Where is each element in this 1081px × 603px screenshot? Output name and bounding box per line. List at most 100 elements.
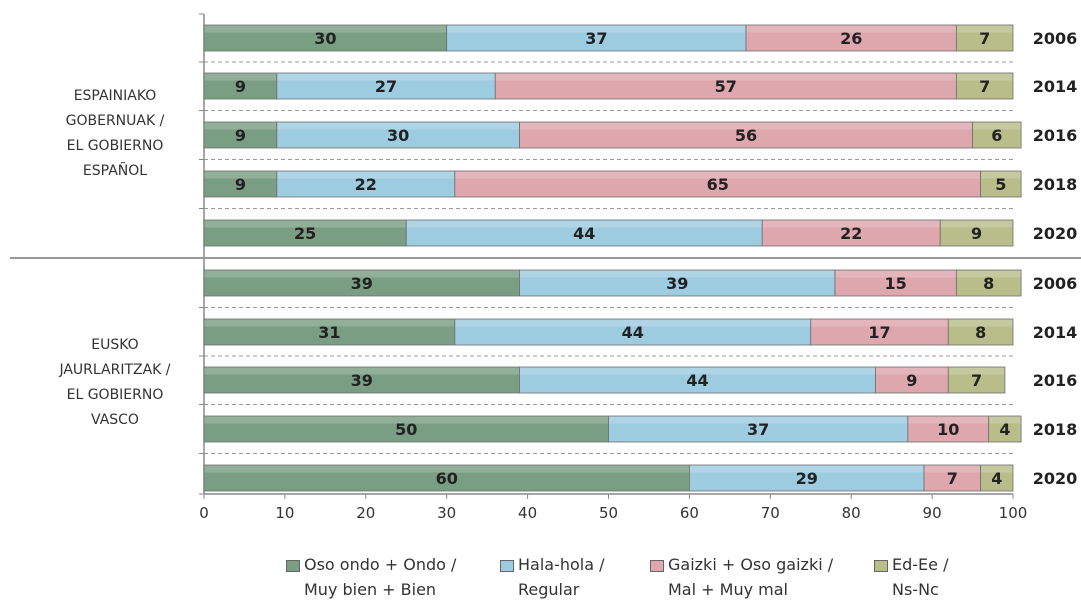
legend-label-line: Gaizki + Oso gaizki / — [668, 555, 834, 574]
bar-segment-highlight — [956, 73, 1013, 81]
bar-segment — [203, 170, 278, 198]
bar-segment-highlight — [277, 73, 495, 81]
bar-segment-highlight — [204, 465, 689, 473]
data-label: 5 — [995, 175, 1006, 194]
year-label: 2016 — [1033, 371, 1078, 390]
data-label: 50 — [395, 420, 417, 439]
bar-segment-highlight — [956, 270, 1021, 278]
bar-segment — [745, 24, 957, 52]
bar-segment — [875, 366, 949, 394]
bar-segment — [276, 170, 456, 198]
bar-segment — [519, 269, 836, 297]
bar-segment — [988, 415, 1022, 443]
bar-segment — [203, 72, 278, 100]
group-label-line: VASCO — [91, 412, 139, 428]
data-label: 26 — [840, 29, 862, 48]
x-tick-label: 90 — [923, 504, 942, 522]
data-label: 4 — [991, 469, 1002, 488]
bar-segment — [955, 24, 1014, 52]
data-label: 7 — [979, 77, 990, 96]
bar-segment-highlight — [204, 73, 277, 81]
data-label: 17 — [868, 323, 890, 342]
bar-segment — [810, 318, 949, 346]
x-tick-label: 30 — [437, 504, 456, 522]
data-label: 39 — [666, 274, 688, 293]
data-label: 31 — [318, 323, 340, 342]
legend-label-line: Hala-hola / — [518, 555, 605, 574]
bar-segment-highlight — [204, 416, 608, 424]
data-label: 4 — [999, 420, 1010, 439]
group-label-line: ESPAÑOL — [82, 163, 148, 179]
bar-segment — [834, 269, 957, 297]
x-tick-label: 70 — [761, 504, 780, 522]
x-tick-label: 20 — [356, 504, 375, 522]
bar-segment-highlight — [277, 122, 520, 130]
bar-segment-highlight — [204, 270, 520, 278]
x-tick-label: 50 — [599, 504, 618, 522]
legend-label-line: Muy bien + Bien — [304, 580, 437, 599]
year-label: 2018 — [1033, 175, 1078, 194]
legend-swatch — [650, 560, 664, 572]
bar-segment-highlight — [204, 171, 277, 179]
data-label: 7 — [947, 469, 958, 488]
year-label: 2020 — [1033, 469, 1078, 488]
x-tick-label: 10 — [275, 504, 294, 522]
year-label: 2006 — [1033, 274, 1078, 293]
data-label: 44 — [622, 323, 644, 342]
x-tick-label: 0 — [199, 504, 209, 522]
data-label: 7 — [971, 371, 982, 390]
bar-segment-highlight — [204, 367, 520, 375]
bar-segment-highlight — [204, 25, 447, 33]
data-label: 30 — [387, 126, 409, 145]
group-label: ESPAINIAKO GOBERNUAK / EL GOBIERNO ESPAÑOL — [20, 84, 210, 184]
bar-segment-highlight — [746, 25, 956, 33]
group-label: EUSKO JAURLARITZAK / EL GOBIERNO VASCO — [20, 333, 210, 433]
legend-label: Ed-Ee / Ns-Nc — [892, 552, 948, 602]
data-label: 9 — [235, 77, 246, 96]
legend-label-line: Ed-Ee / — [892, 555, 949, 574]
legend-label: Gaizki + Oso gaizki / Mal + Muy mal — [668, 552, 833, 602]
bar-segment-highlight — [835, 270, 956, 278]
data-label: 57 — [715, 77, 737, 96]
data-label: 37 — [747, 420, 769, 439]
data-label: 22 — [355, 175, 377, 194]
bar-segment — [980, 464, 1014, 492]
bar-segment — [454, 170, 982, 198]
bar-segment-highlight — [989, 416, 1021, 424]
bar-segment-highlight — [455, 319, 811, 327]
year-label: 2014 — [1033, 323, 1078, 342]
bar-segment-highlight — [875, 367, 948, 375]
bar-segment-highlight — [948, 319, 1013, 327]
group-label-line: JAURLARITZAK / — [59, 362, 171, 378]
legend-swatch — [874, 560, 888, 572]
bar-segment-highlight — [948, 367, 1005, 375]
bar-segment — [947, 366, 1006, 394]
bar-segment-highlight — [204, 122, 277, 130]
group-label-line: ESPAINIAKO — [73, 88, 157, 104]
bar-segment-highlight — [520, 122, 973, 130]
bar-segment — [203, 219, 407, 247]
legend-swatch — [286, 560, 300, 572]
x-tick-label: 80 — [842, 504, 861, 522]
legend-label-line: Oso ondo + Ondo / — [304, 555, 457, 574]
data-label: 8 — [983, 274, 994, 293]
data-label: 65 — [707, 175, 729, 194]
bar-segment-highlight — [520, 270, 835, 278]
legend-label-line: Regular — [518, 580, 580, 599]
x-tick-label: 100 — [999, 504, 1028, 522]
legend-label-line: Mal + Muy mal — [668, 580, 788, 599]
year-label: 2014 — [1033, 77, 1078, 96]
data-label: 37 — [585, 29, 607, 48]
bar-segment — [203, 318, 456, 346]
data-label: 8 — [975, 323, 986, 342]
bar-segment — [972, 121, 1022, 149]
year-label: 2006 — [1033, 29, 1078, 48]
bar-segment-highlight — [520, 367, 875, 375]
group-label-line: EL GOBIERNO — [66, 387, 164, 403]
data-label: 56 — [735, 126, 757, 145]
bar-segment-highlight — [204, 220, 406, 228]
year-label: 2020 — [1033, 224, 1078, 243]
group-label-line: EL GOBIERNO — [66, 138, 164, 154]
data-label: 15 — [885, 274, 907, 293]
